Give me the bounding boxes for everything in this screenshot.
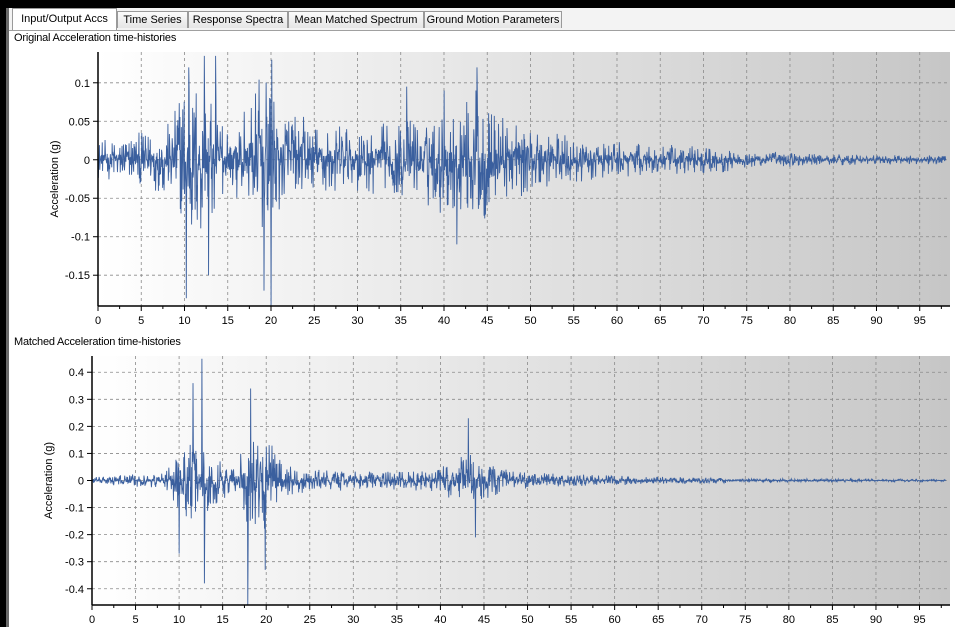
tab-strip: Input/Output Accs Time Series Response S… <box>6 8 955 31</box>
grid-lines <box>98 52 950 306</box>
x-tick-label: 85 <box>826 614 838 625</box>
x-tick-label: 50 <box>521 614 533 625</box>
x-tick-label: 10 <box>173 614 185 625</box>
x-tick-label: 80 <box>783 614 795 625</box>
x-tick-label: 70 <box>696 614 708 625</box>
x-tick-label: 5 <box>132 614 138 625</box>
y-tick-label: 0.2 <box>69 421 84 433</box>
original-acceleration-chart: 0 5 10 15 20 25 30 35 40 45 50 55 60 65 70 75 80 85 90 95 0.… <box>49 52 950 327</box>
x-tick-label: 20 <box>260 614 272 625</box>
x-tick-label: 85 <box>827 315 839 327</box>
x-tick-label: 75 <box>741 315 753 327</box>
x-tick-label: 70 <box>697 315 709 327</box>
x-tick-label: 60 <box>611 315 623 327</box>
x-tick-label: 45 <box>481 315 493 327</box>
y-axis-label: Acceleration (g) <box>49 140 61 217</box>
x-tick-label: 15 <box>217 614 229 625</box>
y-tick-label: -0.15 <box>65 270 90 282</box>
y-tick-label: -0.1 <box>71 232 90 244</box>
tab-response-spectra[interactable]: Response Spectra <box>188 11 288 28</box>
y-tick-label: -0.2 <box>65 530 84 542</box>
x-tick-label: 20 <box>265 315 277 327</box>
y-tick-label: 0 <box>78 476 84 488</box>
x-tick-label: 95 <box>913 614 925 625</box>
x-tick-label: 30 <box>347 614 359 625</box>
y-tick-label: -0.1 <box>65 503 84 515</box>
y-tick-label: 0.1 <box>69 448 84 460</box>
acceleration-series-line <box>97 55 947 307</box>
x-tick-label: 35 <box>395 315 407 327</box>
matched-acceleration-chart: 0 5 10 15 20 25 30 35 40 45 50 55 60 65 70 75 80 85 90 95 0.… <box>43 356 950 625</box>
y-tick-label: -0.05 <box>65 193 90 205</box>
x-tick-label: 60 <box>609 614 621 625</box>
x-tick-label: 65 <box>652 614 664 625</box>
x-tick-label: 25 <box>308 315 320 327</box>
y-tick-label: 0.1 <box>75 78 90 90</box>
x-tick-label: 0 <box>89 614 95 625</box>
y-tick-label: 0 <box>84 155 90 167</box>
x-tick-label: 65 <box>654 315 666 327</box>
tab-content: Original Acceleration time-histories 0 5 1… <box>8 31 953 625</box>
x-tick-label: 40 <box>438 315 450 327</box>
x-tick-label: 50 <box>524 315 536 327</box>
x-tick-label: 95 <box>914 315 926 327</box>
x-tick-label: 55 <box>568 315 580 327</box>
tab-time-series[interactable]: Time Series <box>117 11 188 28</box>
chart-title-matched: Matched Acceleration time-histories <box>14 336 181 348</box>
y-axis-label: Acceleration (g) <box>43 442 55 519</box>
x-tick-label: 40 <box>434 614 446 625</box>
x-tick-label: 80 <box>784 315 796 327</box>
x-tick-label: 0 <box>95 315 101 327</box>
x-tick-label: 35 <box>391 614 403 625</box>
x-tick-label: 90 <box>870 315 882 327</box>
y-tick-label: -0.4 <box>65 584 84 596</box>
x-tick-label: 75 <box>739 614 751 625</box>
y-tick-label: 0.05 <box>69 116 90 128</box>
x-tick-label: 25 <box>304 614 316 625</box>
x-tick-label: 55 <box>565 614 577 625</box>
acceleration-series-line <box>91 358 947 606</box>
application-window: Input/Output Accs Time Series Response S… <box>6 8 955 627</box>
x-tick-label: 5 <box>138 315 144 327</box>
tab-input-output-accs[interactable]: Input/Output Accs <box>12 8 117 30</box>
y-tick-label: 0.3 <box>69 394 84 406</box>
tab-mean-matched-spectrum[interactable]: Mean Matched Spectrum <box>288 11 424 28</box>
tab-ground-motion-parameters[interactable]: Ground Motion Parameters <box>424 11 562 28</box>
x-tick-label: 45 <box>478 614 490 625</box>
chart-title-original: Original Acceleration time-histories <box>14 32 177 44</box>
y-tick-label: -0.3 <box>65 557 84 569</box>
x-tick-label: 30 <box>351 315 363 327</box>
x-tick-label: 10 <box>178 315 190 327</box>
window-border <box>6 8 9 627</box>
x-tick-label: 15 <box>222 315 234 327</box>
x-tick-label: 90 <box>870 614 882 625</box>
y-tick-label: 0.4 <box>69 367 84 379</box>
